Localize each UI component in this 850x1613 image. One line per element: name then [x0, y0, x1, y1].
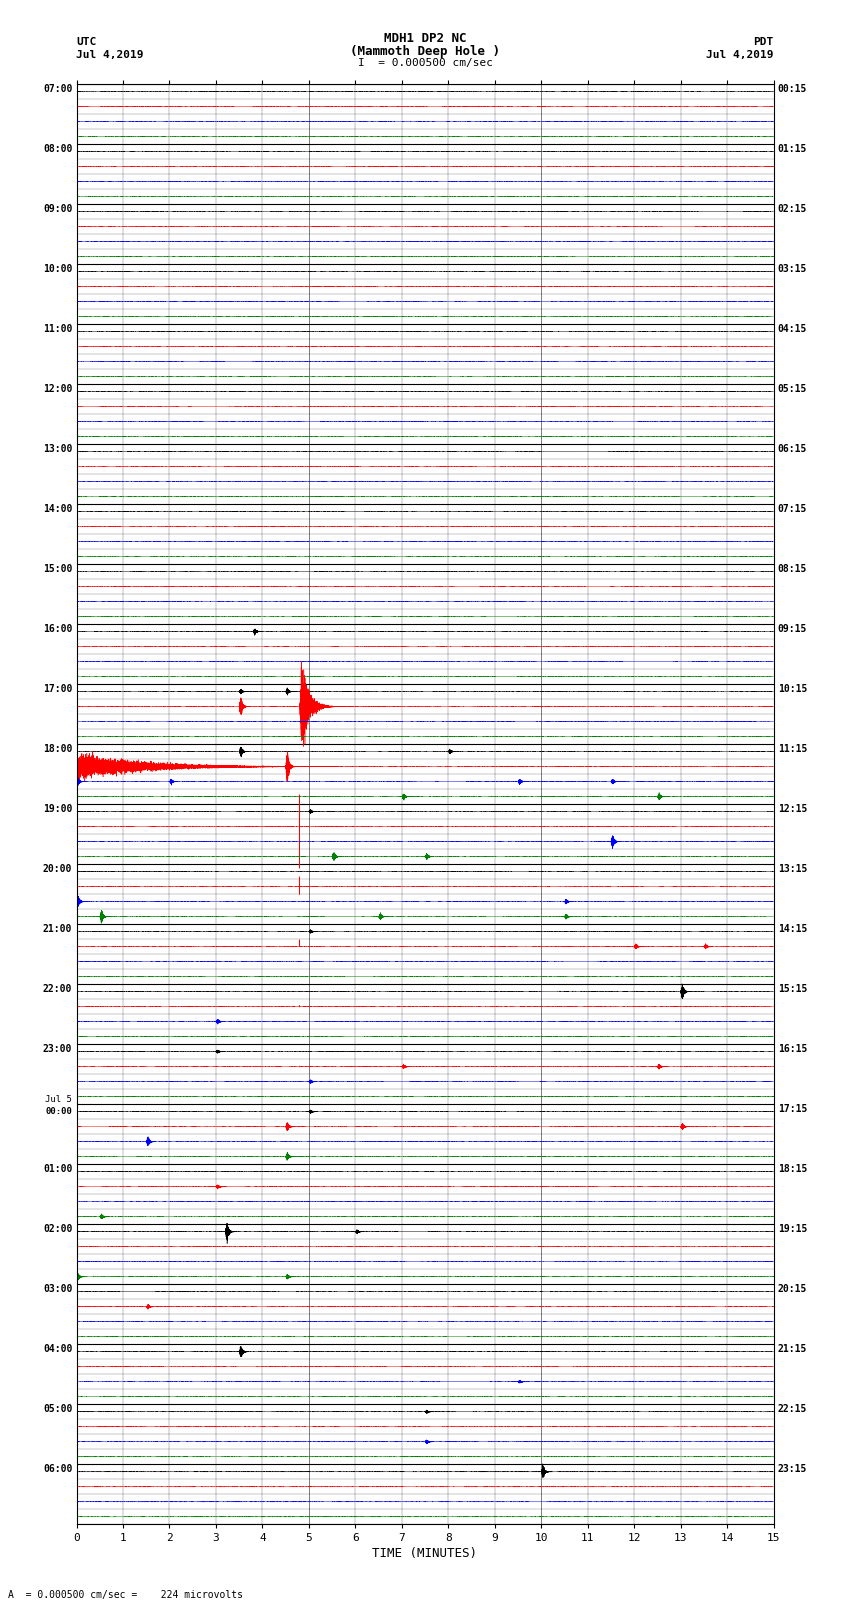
Text: 12:15: 12:15 [778, 803, 807, 815]
Text: 10:00: 10:00 [43, 265, 72, 274]
Text: 16:15: 16:15 [778, 1044, 807, 1055]
Text: 07:15: 07:15 [778, 503, 807, 515]
Text: (Mammoth Deep Hole ): (Mammoth Deep Hole ) [350, 45, 500, 58]
Text: 10:15: 10:15 [778, 684, 807, 694]
Text: 23:15: 23:15 [778, 1465, 807, 1474]
Text: 06:00: 06:00 [43, 1465, 72, 1474]
Text: 13:00: 13:00 [43, 444, 72, 453]
Text: 14:15: 14:15 [778, 924, 807, 934]
Text: 06:15: 06:15 [778, 444, 807, 453]
Text: 11:00: 11:00 [43, 324, 72, 334]
Text: 14:00: 14:00 [43, 503, 72, 515]
Text: 12:00: 12:00 [43, 384, 72, 394]
Text: 08:15: 08:15 [778, 565, 807, 574]
Text: 09:00: 09:00 [43, 203, 72, 215]
Text: 00:00: 00:00 [45, 1107, 72, 1116]
Text: 22:00: 22:00 [43, 984, 72, 994]
Text: Jul 5: Jul 5 [45, 1095, 72, 1105]
Text: 01:15: 01:15 [778, 144, 807, 153]
Text: Jul 4,2019: Jul 4,2019 [76, 50, 144, 60]
Text: 19:00: 19:00 [43, 803, 72, 815]
Text: 05:15: 05:15 [778, 384, 807, 394]
Text: 22:15: 22:15 [778, 1405, 807, 1415]
Text: I  = 0.000500 cm/sec: I = 0.000500 cm/sec [358, 58, 492, 68]
Text: 20:15: 20:15 [778, 1284, 807, 1294]
Text: 05:00: 05:00 [43, 1405, 72, 1415]
Text: 16:00: 16:00 [43, 624, 72, 634]
Text: 00:15: 00:15 [778, 84, 807, 94]
Text: 19:15: 19:15 [778, 1224, 807, 1234]
Text: 02:00: 02:00 [43, 1224, 72, 1234]
Text: 17:00: 17:00 [43, 684, 72, 694]
Text: 18:15: 18:15 [778, 1165, 807, 1174]
Text: 01:00: 01:00 [43, 1165, 72, 1174]
Text: 15:00: 15:00 [43, 565, 72, 574]
Text: UTC: UTC [76, 37, 97, 47]
Text: 23:00: 23:00 [43, 1044, 72, 1055]
Text: 21:15: 21:15 [778, 1344, 807, 1355]
Text: 11:15: 11:15 [778, 744, 807, 753]
Text: A  = 0.000500 cm/sec =    224 microvolts: A = 0.000500 cm/sec = 224 microvolts [8, 1590, 243, 1600]
Text: 08:00: 08:00 [43, 144, 72, 153]
X-axis label: TIME (MINUTES): TIME (MINUTES) [372, 1547, 478, 1560]
Text: 09:15: 09:15 [778, 624, 807, 634]
Text: 20:00: 20:00 [43, 865, 72, 874]
Text: 03:00: 03:00 [43, 1284, 72, 1294]
Text: Jul 4,2019: Jul 4,2019 [706, 50, 774, 60]
Text: 17:15: 17:15 [778, 1105, 807, 1115]
Text: PDT: PDT [753, 37, 774, 47]
Text: 07:00: 07:00 [43, 84, 72, 94]
Text: 02:15: 02:15 [778, 203, 807, 215]
Text: 13:15: 13:15 [778, 865, 807, 874]
Text: 03:15: 03:15 [778, 265, 807, 274]
Text: 04:15: 04:15 [778, 324, 807, 334]
Text: 15:15: 15:15 [778, 984, 807, 994]
Text: 18:00: 18:00 [43, 744, 72, 753]
Text: MDH1 DP2 NC: MDH1 DP2 NC [383, 32, 467, 45]
Text: 04:00: 04:00 [43, 1344, 72, 1355]
Text: 21:00: 21:00 [43, 924, 72, 934]
